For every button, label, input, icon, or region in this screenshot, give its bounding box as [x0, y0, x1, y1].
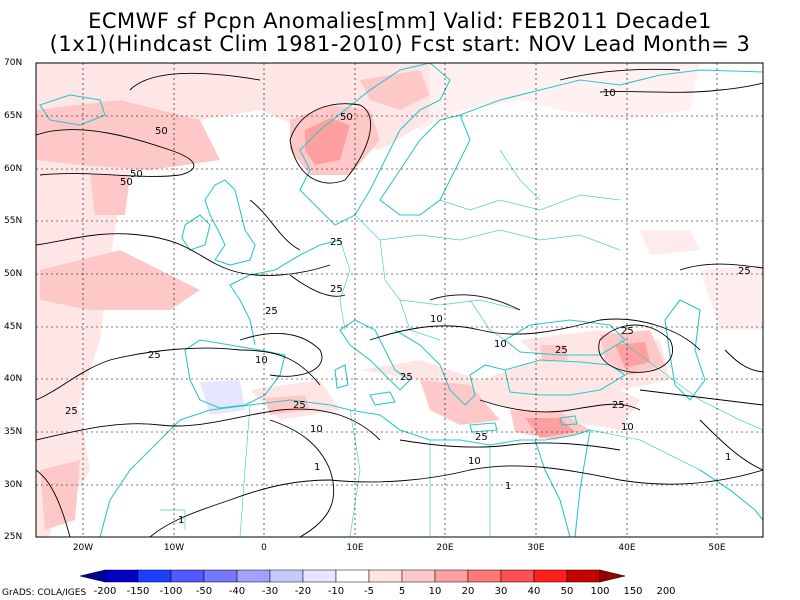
contour-label: 1	[314, 462, 320, 473]
contour-label: 25	[555, 345, 568, 356]
color-bar-label: -20	[294, 586, 312, 597]
color-bar-swatch	[566, 569, 601, 583]
color-bar-label: -40	[228, 586, 246, 597]
color-bar-swatch	[434, 569, 469, 583]
anomaly-shading-strong	[36, 70, 665, 530]
contour-label: 25	[265, 306, 278, 317]
negative-shading	[200, 380, 245, 415]
color-bar-swatch	[302, 569, 337, 583]
chart-title-line-2: (1x1)(Hindcast Clim 1981-2010) Fcst star…	[49, 32, 751, 56]
contour-label: 10	[468, 456, 481, 467]
contour-label: 25	[400, 372, 413, 383]
contour-label: 10	[603, 88, 616, 99]
lon-label: 50E	[708, 543, 726, 553]
contour-label: 25	[293, 400, 306, 411]
lat-label: 60N	[4, 164, 23, 174]
contour-label: 1	[725, 452, 731, 463]
lon-label: 0	[261, 543, 267, 553]
color-bar-label: -5	[364, 586, 374, 597]
lon-label: 20E	[436, 543, 454, 553]
color-bar-swatch	[269, 569, 304, 583]
color-bar-low-arrow	[79, 569, 106, 583]
lat-label: 35N	[4, 427, 23, 437]
color-bar-swatch	[533, 569, 568, 583]
lat-label: 70N	[4, 58, 23, 68]
color-bar-label: -50	[195, 586, 213, 597]
lat-label: 25N	[4, 532, 23, 542]
color-bar-label: -10	[327, 586, 345, 597]
contour-label: 25	[330, 237, 343, 248]
map-frame	[35, 62, 764, 538]
contour-label: 50	[155, 126, 168, 137]
contour-label: 25	[65, 406, 78, 417]
contour-label: 10	[621, 422, 634, 433]
color-bar-swatch	[401, 569, 436, 583]
lat-label: 45N	[4, 322, 23, 332]
contour-label: 1	[505, 481, 511, 492]
lon-label: 20W	[72, 543, 94, 553]
lon-label: 30E	[527, 543, 545, 553]
contour-label: 1	[178, 515, 184, 526]
contour-label: 50	[120, 177, 133, 188]
lat-label: 40N	[4, 374, 23, 384]
color-bar-label: 100	[590, 586, 610, 597]
graticule	[36, 63, 763, 537]
lon-label: 10W	[163, 543, 185, 553]
contour-label: 25	[612, 400, 625, 411]
color-bar-label: 50	[560, 586, 574, 597]
contour-label: 25	[148, 350, 161, 361]
color-bar	[79, 569, 626, 583]
lat-label: 30N	[4, 480, 23, 490]
lat-label: 55N	[4, 216, 23, 226]
color-bar-label: 150	[623, 586, 643, 597]
borders	[160, 149, 763, 537]
color-bar-label: -200	[93, 586, 117, 597]
color-bar-swatch	[137, 569, 172, 583]
contour-label: 10	[430, 314, 443, 325]
color-bar-label: 5	[398, 586, 406, 597]
color-bar-label: 10	[428, 586, 442, 597]
contours	[36, 68, 763, 537]
color-bar-label: 40	[527, 586, 541, 597]
color-bar-swatch	[368, 569, 403, 583]
contour-label: 10	[310, 424, 323, 435]
lon-label: 10E	[346, 543, 364, 553]
contour-label: 10	[494, 339, 507, 350]
contour-label: 25	[475, 432, 488, 443]
color-bar-high-arrow	[599, 569, 626, 583]
grads-credit: GrADS: COLA/IGES	[2, 588, 87, 598]
chart-title-line-1: ECMWF sf Pcpn Anomalies[mm] Valid: FEB20…	[88, 9, 712, 33]
contour-label: 50	[340, 112, 353, 123]
lat-label: 65N	[4, 111, 23, 121]
contour-label: 25	[621, 326, 634, 337]
color-bar-swatch	[203, 569, 238, 583]
color-bar-swatch	[104, 569, 139, 583]
color-bar-label: 30	[494, 586, 508, 597]
lon-label: 40E	[618, 543, 636, 553]
color-bar-label: 200	[656, 586, 676, 597]
lat-label: 50N	[4, 269, 23, 279]
contour-label: 50	[130, 169, 143, 180]
color-bar-label: 20	[461, 586, 475, 597]
color-bar-label: -100	[159, 586, 183, 597]
color-bar-swatch	[170, 569, 205, 583]
anomaly-shading-core	[305, 118, 650, 438]
color-bar-swatch	[335, 569, 370, 583]
contour-label: 25	[330, 284, 343, 295]
color-bar-label: -150	[126, 586, 150, 597]
color-bar-label: -30	[261, 586, 279, 597]
contour-label: 25	[738, 266, 751, 277]
color-bar-swatch	[467, 569, 502, 583]
color-bar-swatch	[500, 569, 535, 583]
contour-label: 10	[255, 355, 268, 366]
color-bar-swatch	[236, 569, 271, 583]
